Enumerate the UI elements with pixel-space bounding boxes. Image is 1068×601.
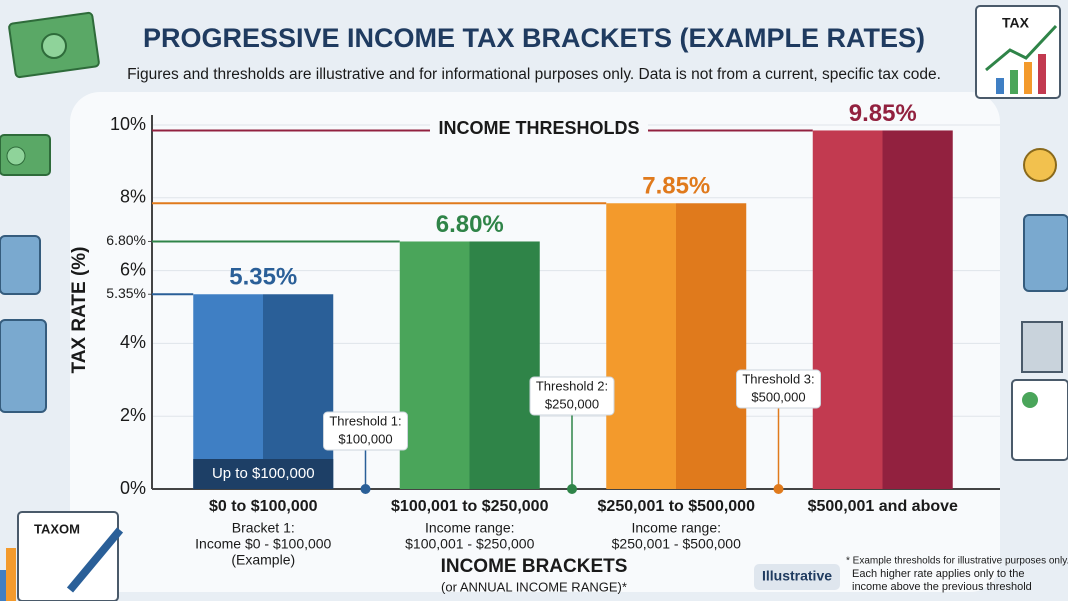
badge: Illustrative (762, 568, 832, 584)
decor-calculators (0, 148, 1068, 461)
threshold-value: $100,000 (338, 431, 392, 446)
annotation-bg (430, 116, 648, 142)
y-tick-label: 6% (120, 259, 146, 279)
value-label: 6.80% (436, 211, 504, 238)
decor-tax-doc: TAX TAXOM (0, 5, 1061, 601)
category-note: Income $0 - $100,000 (195, 536, 331, 552)
x-tick-label: $0 to $100,000 (209, 498, 318, 515)
threshold-box (736, 369, 821, 409)
annotation: INCOME THRESHOLDS (438, 118, 639, 138)
value-label: 9.85% (849, 100, 917, 127)
bar (399, 241, 540, 489)
chart-subtitle: Figures and thresholds are illustrative … (127, 66, 941, 83)
y-tick-label: 2% (120, 405, 146, 425)
bar (606, 203, 747, 489)
threshold-label: Threshold 3: (742, 371, 814, 386)
y-tick-label: 6.80% (106, 232, 146, 248)
y-tick-label: 10% (110, 114, 146, 134)
y-tick-label: 4% (120, 332, 146, 352)
chart-title: PROGRESSIVE INCOME TAX BRACKETS (EXAMPLE… (143, 23, 925, 53)
bar-note-bg (193, 459, 334, 489)
threshold-box (529, 376, 615, 416)
threshold-dot (360, 484, 371, 494)
category-note: Income range: (425, 520, 515, 536)
footnote: * Example thresholds for illustrative pu… (846, 556, 1068, 567)
badge-box (754, 564, 840, 590)
category-note: $250,001 - $500,000 (612, 536, 741, 552)
y-tick-label: 0% (120, 478, 146, 498)
footnote: Each higher rate applies only to the (852, 568, 1024, 580)
category-note: Income range: (632, 520, 722, 536)
threshold-dot (567, 484, 577, 494)
threshold-value: $250,000 (545, 396, 599, 411)
x-axis-title: INCOME BRACKETS (441, 556, 628, 577)
y-axis-title: TAX RATE (%) (69, 246, 90, 373)
category-note: Bracket 1: (232, 520, 295, 536)
decor-text: TAXOM (34, 521, 80, 536)
x-axis-subtitle: (or ANNUAL INCOME RANGE)* (441, 579, 627, 594)
threshold-label: Threshold 1: (329, 413, 401, 428)
category-note: $100,001 - $250,000 (405, 536, 534, 552)
decor-money (0, 11, 100, 176)
bar (193, 294, 334, 489)
y-tick-label: 5.35% (106, 285, 146, 301)
threshold-dot (773, 484, 784, 494)
footnote: income above the previous threshold (852, 581, 1032, 593)
bar (812, 130, 953, 489)
x-tick-label: $500,001 and above (808, 498, 958, 515)
decor-text: TAX (1002, 15, 1030, 31)
threshold-value: $500,000 (751, 389, 805, 404)
y-tick-label: 8% (120, 187, 146, 207)
threshold-box (323, 411, 408, 451)
value-label: 5.35% (229, 264, 297, 291)
threshold-label: Threshold 2: (536, 378, 608, 393)
value-label: 7.85% (642, 173, 710, 200)
x-tick-label: $250,001 to $500,000 (598, 498, 756, 515)
bar-note: Up to $100,000 (212, 465, 315, 482)
category-note: (Example) (231, 552, 295, 568)
x-tick-label: $100,001 to $250,000 (391, 498, 549, 515)
